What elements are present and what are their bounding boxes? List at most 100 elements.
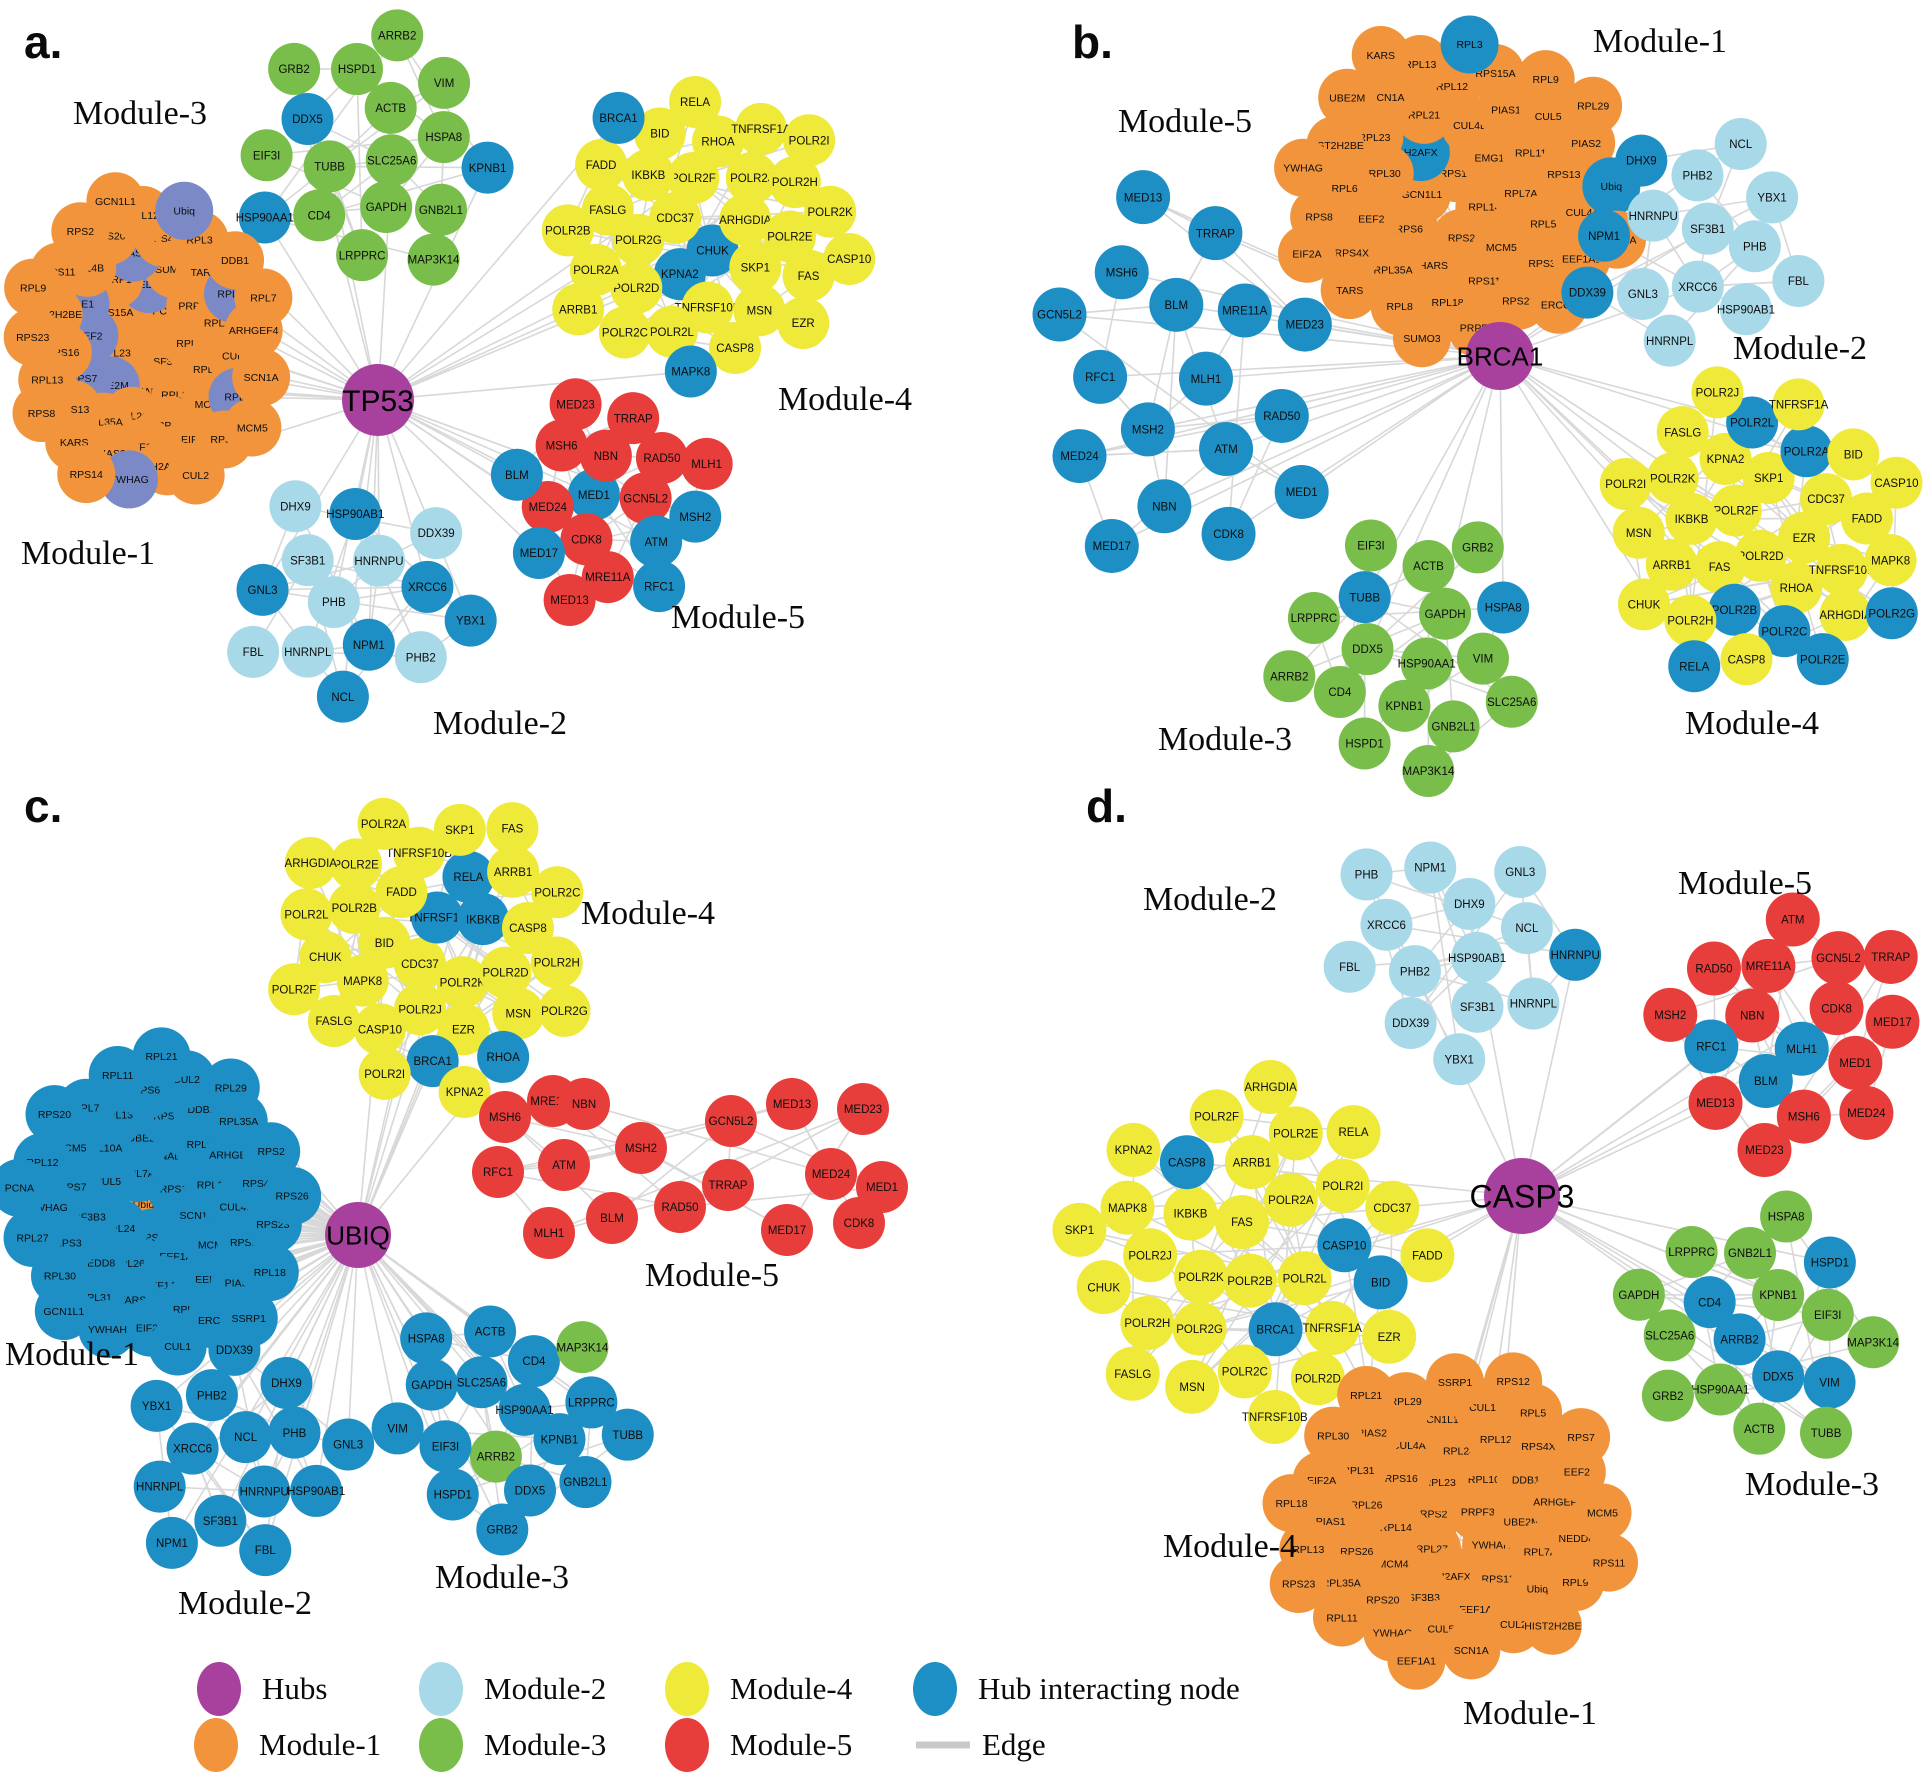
- node-NBN[interactable]: [1137, 479, 1192, 534]
- node-RAD50[interactable]: [1254, 388, 1309, 443]
- node-MSH2[interactable]: [615, 1122, 667, 1174]
- node-ARRB1[interactable]: [487, 845, 540, 898]
- node-GNB2L1[interactable]: [1724, 1226, 1777, 1279]
- node-MSH6[interactable]: [1776, 1089, 1831, 1144]
- node-NPM1[interactable]: [1404, 841, 1457, 894]
- node-MED1[interactable]: [567, 468, 620, 521]
- node-TNFRSF10B[interactable]: [1815, 543, 1868, 596]
- node-VIM[interactable]: [1456, 632, 1509, 685]
- node-CDK8[interactable]: [833, 1197, 885, 1249]
- node-TARS[interactable]: [1320, 261, 1379, 320]
- node-MED24[interactable]: [521, 480, 574, 533]
- node-CASP10[interactable]: [823, 232, 876, 285]
- node-CASP8[interactable]: [1720, 633, 1773, 686]
- node-HSPD1[interactable]: [426, 1468, 479, 1521]
- node-POLR2B[interactable]: [1223, 1253, 1278, 1308]
- node-TRRAP[interactable]: [702, 1159, 754, 1211]
- node-POLR2A[interactable]: [1780, 425, 1833, 478]
- node-SF3B1[interactable]: [281, 534, 334, 587]
- node-DDX39[interactable]: [1384, 996, 1437, 1049]
- node-EEF1A1[interactable]: [1387, 1631, 1446, 1690]
- node-CASP8[interactable]: [501, 902, 554, 955]
- node-MSN[interactable]: [733, 284, 786, 337]
- node-POLR2J[interactable]: [725, 152, 778, 205]
- node-MCM5[interactable]: [223, 398, 282, 457]
- node-MSH2[interactable]: [1120, 402, 1175, 457]
- node-MED1[interactable]: [1828, 1035, 1883, 1090]
- node-KPNB1[interactable]: [461, 141, 514, 194]
- node-GCN5L2[interactable]: [1811, 931, 1866, 986]
- node-XRCC6[interactable]: [166, 1422, 219, 1475]
- node-POLR2F[interactable]: [667, 151, 720, 204]
- node-HSP90AA1[interactable]: [1694, 1363, 1747, 1416]
- node-POLR2J[interactable]: [394, 983, 447, 1036]
- hub-node-TP53[interactable]: [342, 364, 414, 436]
- node-UBE2M[interactable]: [1318, 68, 1377, 127]
- node-HSP90AA1[interactable]: [238, 191, 291, 244]
- node-SCN1A[interactable]: [1442, 1621, 1501, 1680]
- node-POLR2F[interactable]: [268, 963, 321, 1016]
- node-DDX5[interactable]: [281, 93, 334, 146]
- node-MED1[interactable]: [1274, 464, 1329, 519]
- node-FASLG[interactable]: [1105, 1346, 1160, 1401]
- node-RPL30[interactable]: [1304, 1406, 1363, 1465]
- node-GRB2[interactable]: [1451, 521, 1504, 574]
- node-CUL2[interactable]: [166, 446, 225, 505]
- node-SF3B1[interactable]: [1681, 202, 1734, 255]
- node-POLR2C[interactable]: [1217, 1344, 1272, 1399]
- node-POLR2H[interactable]: [1664, 594, 1717, 647]
- node-ARHGDIA[interactable]: [1819, 588, 1872, 641]
- node-ACTB[interactable]: [1733, 1402, 1786, 1455]
- node-CASP10[interactable]: [1317, 1218, 1372, 1273]
- node-TNFRSF1A[interactable]: [1772, 378, 1825, 431]
- node-DHX9[interactable]: [260, 1357, 313, 1410]
- hub-node-BRCA1[interactable]: [1466, 322, 1534, 390]
- node-CASP8[interactable]: [1159, 1135, 1214, 1190]
- node-GCN1L1[interactable]: [86, 172, 145, 231]
- node-POLR2G[interactable]: [1172, 1301, 1227, 1356]
- node-MED13[interactable]: [766, 1078, 818, 1130]
- node-KARS[interactable]: [1351, 26, 1410, 85]
- node-POLR2A[interactable]: [569, 243, 622, 296]
- node-ARHGDIA[interactable]: [284, 837, 337, 890]
- node-KPNB1[interactable]: [1752, 1268, 1805, 1321]
- node-HSPD1[interactable]: [1338, 717, 1391, 770]
- node-IKBKB[interactable]: [1665, 492, 1718, 545]
- node-CDK8[interactable]: [1809, 981, 1864, 1036]
- node-YBX1[interactable]: [1433, 1033, 1486, 1086]
- node-MED24[interactable]: [805, 1148, 857, 1200]
- node-BLM[interactable]: [1149, 277, 1204, 332]
- node-YWHAG[interactable]: [1274, 138, 1333, 197]
- node-RPL18[interactable]: [240, 1243, 299, 1302]
- node-GCN5L2[interactable]: [705, 1095, 757, 1147]
- node-EZR[interactable]: [1778, 511, 1831, 564]
- node-KPNA2[interactable]: [1106, 1122, 1161, 1177]
- node-POLR2E[interactable]: [1268, 1106, 1323, 1161]
- node-ARRB1[interactable]: [1224, 1135, 1279, 1190]
- node-TRRAP[interactable]: [1188, 206, 1243, 261]
- node-HNRNPL[interactable]: [133, 1460, 186, 1513]
- node-RAD50[interactable]: [1686, 941, 1741, 996]
- node-DHX9[interactable]: [269, 480, 322, 533]
- node-RPS11[interactable]: [1580, 1533, 1639, 1592]
- node-RFC1[interactable]: [1073, 349, 1128, 404]
- node-SCN1A[interactable]: [232, 348, 291, 407]
- node-PHB2[interactable]: [1671, 149, 1724, 202]
- node-POLR2D[interactable]: [1734, 529, 1787, 582]
- node-POLR2C[interactable]: [598, 306, 651, 359]
- node-EIF3I[interactable]: [419, 1420, 472, 1473]
- node-ARRB2[interactable]: [371, 9, 424, 62]
- node-NCL[interactable]: [1500, 902, 1553, 955]
- node-KPNA2[interactable]: [438, 1066, 491, 1119]
- node-GAPDH[interactable]: [1612, 1268, 1665, 1321]
- node-POLR2B[interactable]: [1708, 583, 1761, 636]
- node-PCNA[interactable]: [0, 1158, 49, 1217]
- node-RPL9[interactable]: [4, 258, 63, 317]
- node-RHOA[interactable]: [477, 1030, 530, 1083]
- node-ATM[interactable]: [1765, 892, 1820, 947]
- node-ARRB2[interactable]: [1263, 650, 1316, 703]
- node-GCN1L1[interactable]: [34, 1282, 93, 1341]
- node-IKBKB[interactable]: [622, 148, 675, 201]
- node-NPM1[interactable]: [145, 1516, 198, 1569]
- node-RFC1[interactable]: [472, 1146, 524, 1198]
